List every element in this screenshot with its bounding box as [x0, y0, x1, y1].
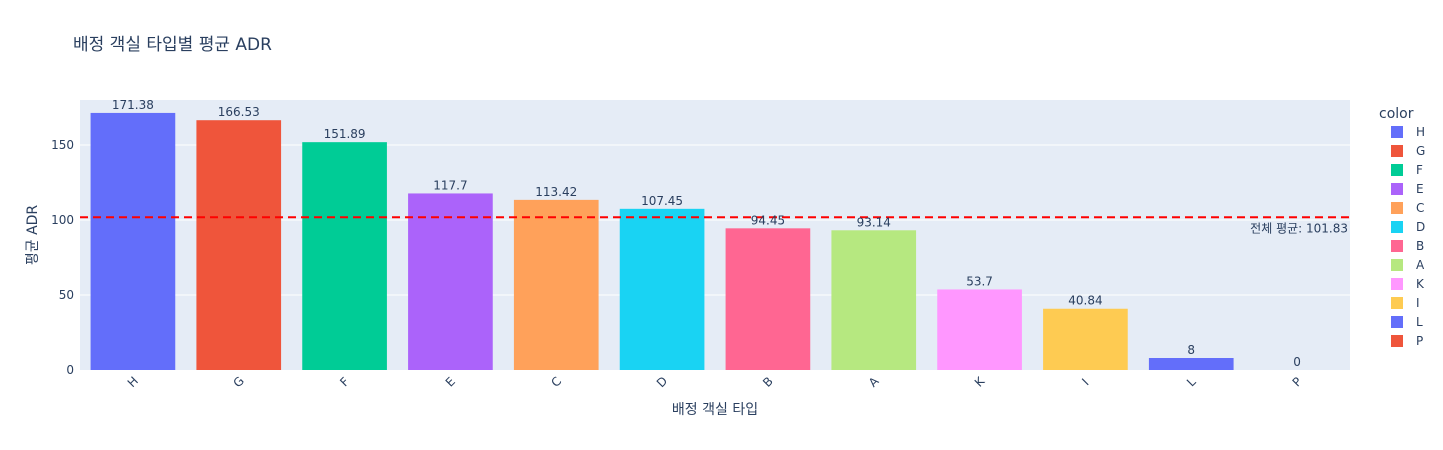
- legend-title: color: [1379, 106, 1414, 122]
- bar-K: [937, 289, 1022, 370]
- legend-swatch-B[interactable]: [1391, 240, 1403, 252]
- bar-value-label: 40.84: [1068, 294, 1102, 308]
- x-tick-label: I: [1079, 376, 1091, 388]
- bar-value-label: 53.7: [966, 274, 993, 288]
- x-tick-label: P: [1290, 374, 1305, 389]
- bar-C: [513, 199, 599, 370]
- y-tick-label: 50: [59, 288, 74, 302]
- bar-value-label: 93.14: [857, 215, 891, 229]
- legend-label-K[interactable]: K: [1416, 277, 1425, 291]
- legend-swatch-G[interactable]: [1391, 145, 1403, 157]
- chart-title: 배정 객실 타입별 평균 ADR: [73, 35, 272, 55]
- bar-value-label: 107.45: [641, 194, 683, 208]
- legend-label-H[interactable]: H: [1416, 125, 1425, 139]
- x-tick-label: L: [1184, 374, 1199, 389]
- legend-label-F[interactable]: F: [1416, 163, 1423, 177]
- bar-L: [1148, 358, 1234, 370]
- legend-swatch-K[interactable]: [1391, 278, 1403, 290]
- y-axis-title: 평균 ADR: [25, 205, 41, 266]
- bar-B: [725, 228, 811, 370]
- x-tick-label: A: [866, 374, 882, 390]
- bar-E: [408, 193, 493, 370]
- legend-label-G[interactable]: G: [1416, 144, 1425, 158]
- legend-swatch-L[interactable]: [1391, 316, 1403, 328]
- bar-A: [831, 230, 917, 370]
- x-tick-label: H: [125, 374, 141, 390]
- bar-value-label: 0: [1293, 355, 1301, 369]
- bars: [90, 112, 1234, 371]
- x-axis-title: 배정 객실 타입: [672, 402, 758, 418]
- legend-label-L[interactable]: L: [1416, 315, 1423, 329]
- x-tick-label: C: [548, 374, 564, 390]
- x-tick-label: E: [443, 374, 458, 389]
- bar-value-label: 117.7: [433, 178, 467, 192]
- bar-I: [1043, 308, 1128, 370]
- y-tick-label: 0: [66, 363, 74, 377]
- y-tick-label: 100: [51, 213, 74, 227]
- x-tick-label: D: [654, 374, 670, 390]
- x-tick-label: B: [760, 374, 776, 390]
- legend-swatch-F[interactable]: [1391, 164, 1403, 176]
- mean-reference-label: 전체 평균: 101.83: [1250, 221, 1348, 235]
- reference-line-group: 전체 평균: 101.83: [80, 216, 1350, 235]
- y-tick-label: 150: [51, 138, 74, 152]
- gridlines: [80, 144, 1350, 296]
- legend-swatch-I[interactable]: [1391, 297, 1403, 309]
- legend-label-C[interactable]: C: [1416, 201, 1424, 215]
- bar-H: [90, 112, 176, 371]
- legend-swatch-A[interactable]: [1391, 259, 1403, 271]
- legend-label-B[interactable]: B: [1416, 239, 1424, 253]
- bar-value-label: 166.53: [218, 105, 260, 119]
- legend-label-E[interactable]: E: [1416, 182, 1424, 196]
- bar-D: [619, 208, 705, 370]
- bar-G: [196, 120, 282, 370]
- legend-label-P[interactable]: P: [1416, 334, 1423, 348]
- x-tick-label: G: [231, 374, 247, 390]
- bar-value-label: 113.42: [535, 185, 577, 199]
- legend-swatch-P[interactable]: [1391, 335, 1403, 347]
- legend-swatch-C[interactable]: [1391, 202, 1403, 214]
- legend-swatch-E[interactable]: [1391, 183, 1403, 195]
- bar-value-label: 151.89: [324, 127, 366, 141]
- bar-value-label: 94.45: [751, 213, 785, 227]
- x-tick-label: K: [972, 373, 988, 389]
- legend-label-D[interactable]: D: [1416, 220, 1425, 234]
- legend-label-A[interactable]: A: [1416, 258, 1425, 272]
- bar-value-label: 171.38: [112, 98, 154, 112]
- bar-labels: 171.38 166.53 151.89 117.7 113.42 107.45 94.45…: [112, 98, 1301, 369]
- bar-value-label: 8: [1187, 343, 1195, 357]
- legend-label-I[interactable]: I: [1416, 296, 1420, 310]
- bar-F: [302, 142, 387, 370]
- legend-swatch-D[interactable]: [1391, 221, 1403, 233]
- y-axis-ticks: 0 50 100 150: [51, 138, 74, 377]
- x-tick-label: F: [337, 375, 352, 390]
- legend-swatch-H[interactable]: [1391, 126, 1403, 138]
